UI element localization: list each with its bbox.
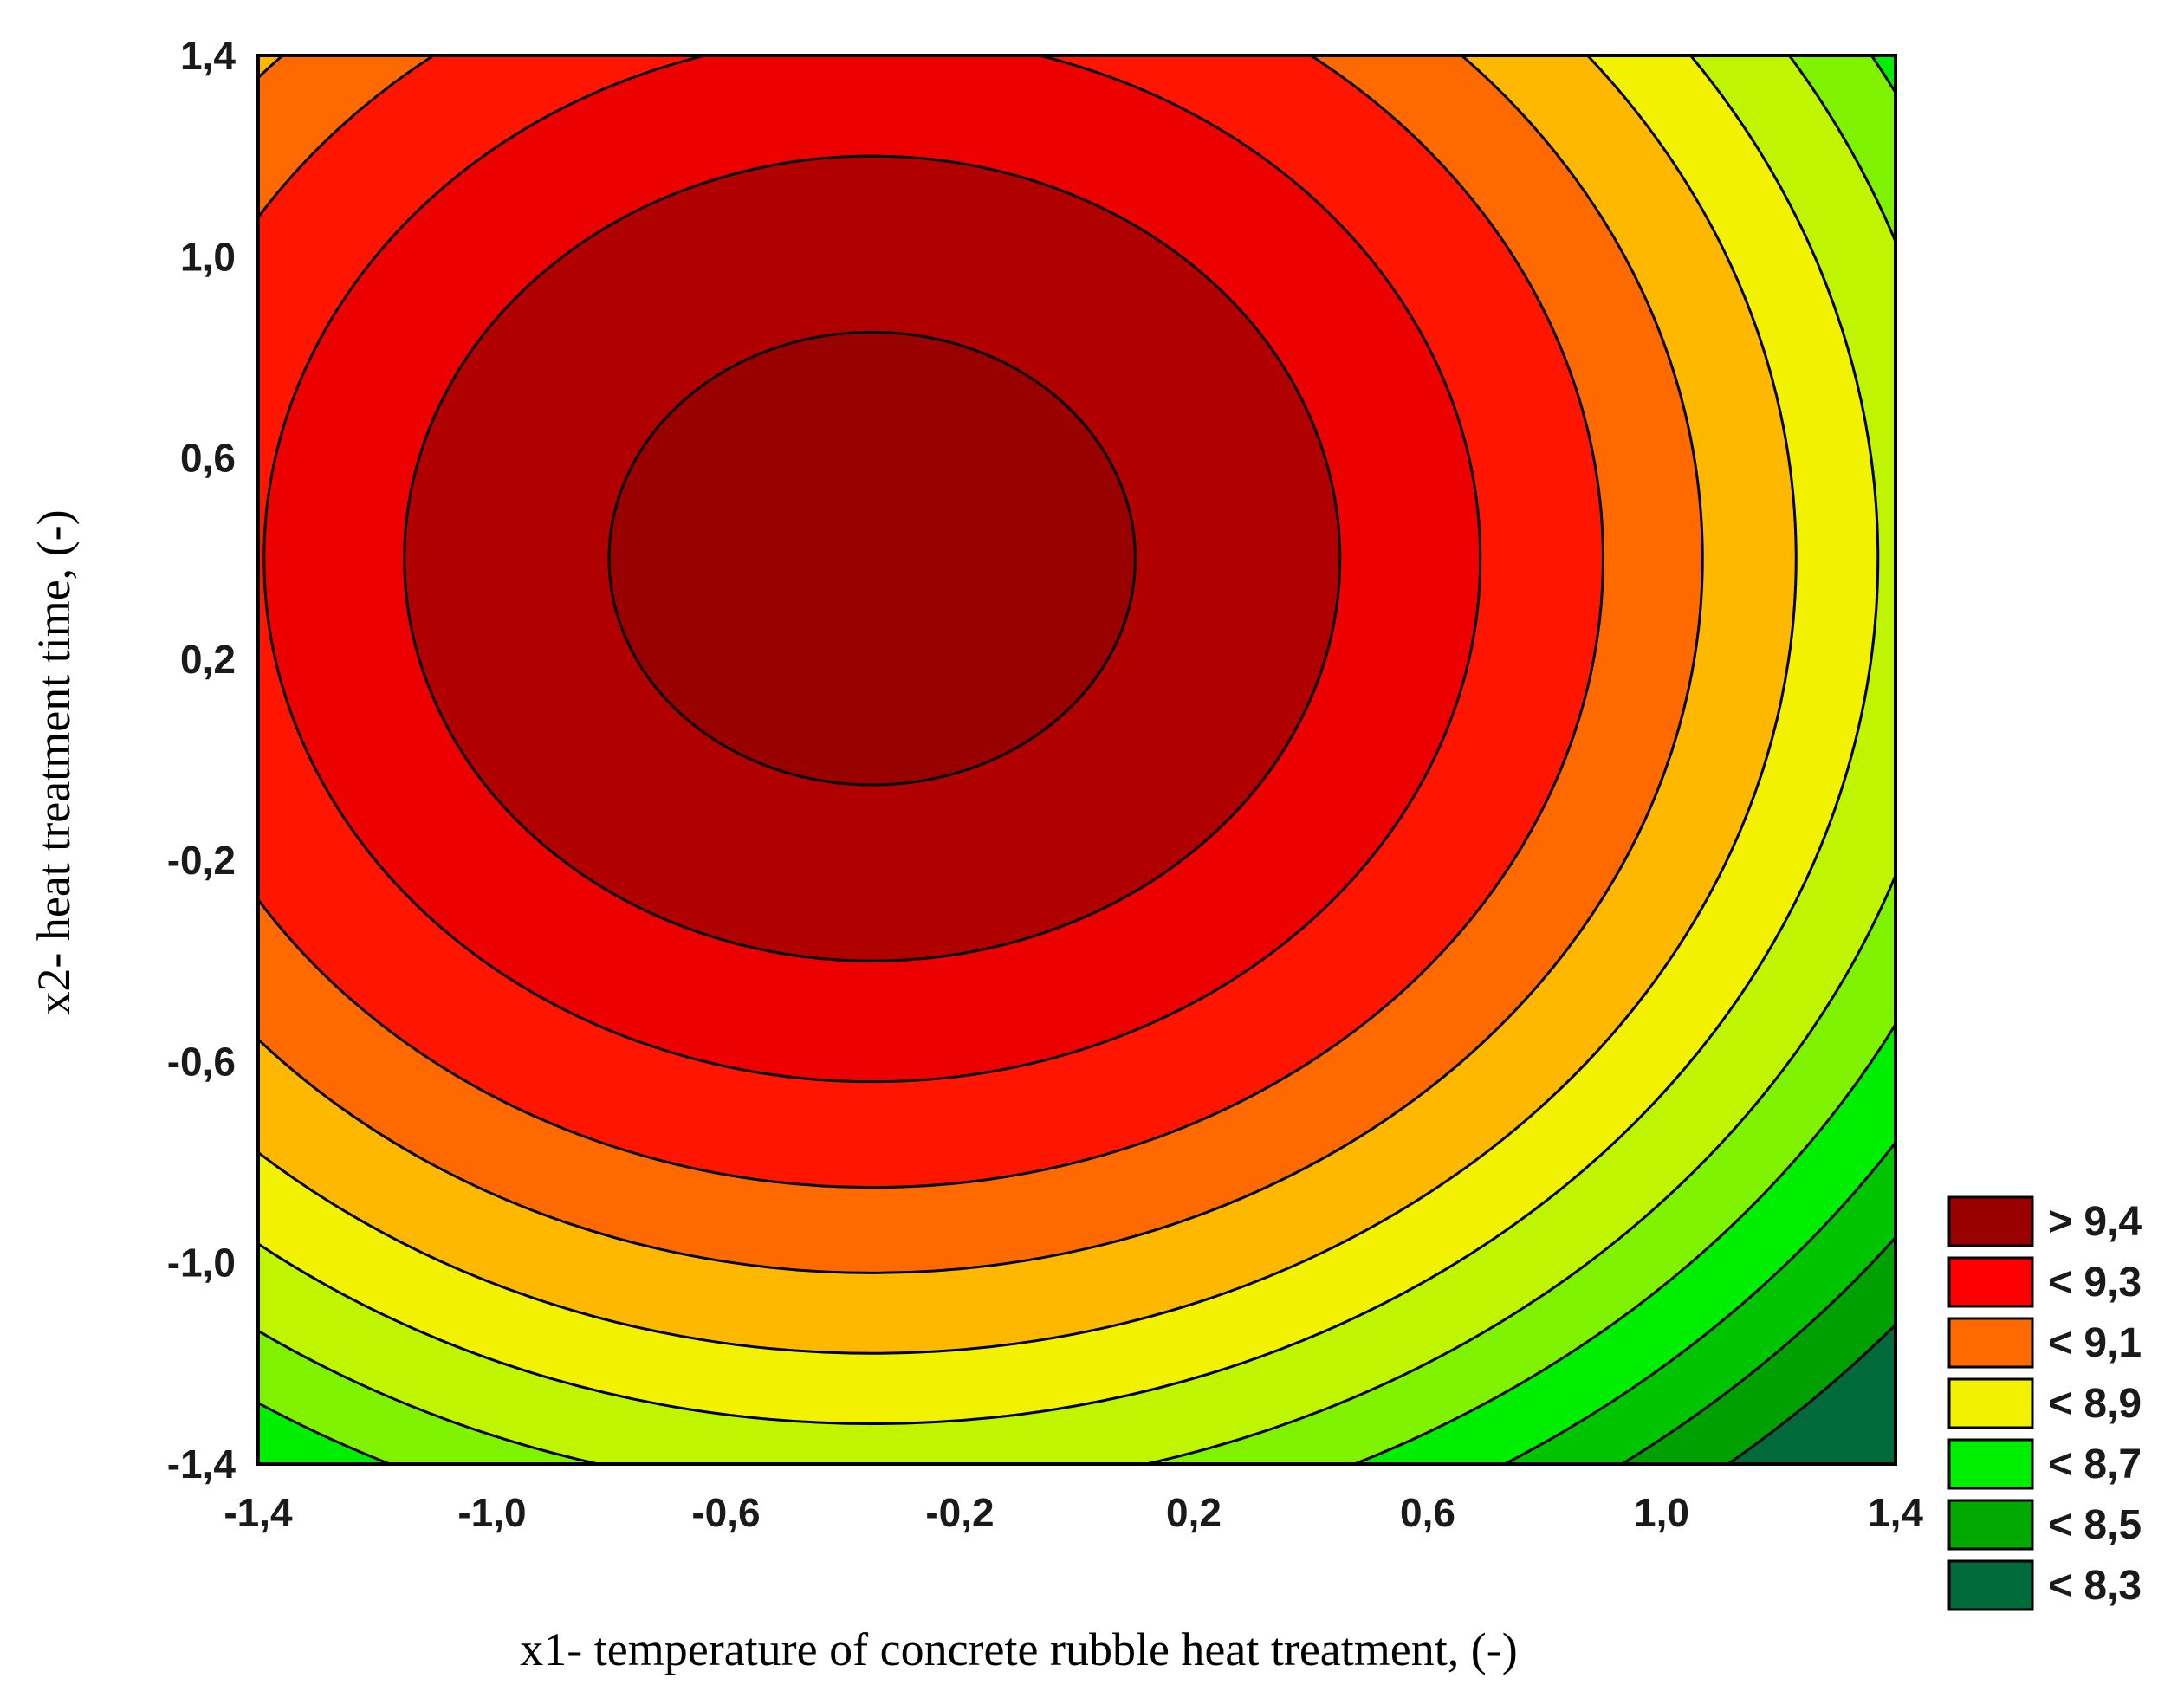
legend-label: < 8,3: [2048, 1563, 2142, 1609]
contour-line: [607, 330, 1137, 787]
legend-swatch: [1947, 1559, 2034, 1611]
y-tick-label: -1,0: [167, 1241, 236, 1286]
x-tick-label: -1,4: [224, 1490, 293, 1535]
contour-line: [258, 55, 1604, 1189]
legend-swatch: [1947, 1438, 2034, 1490]
legend: > 9,4 < 9,3 < 9,1 < 8,9 < 8,7 < 8,5 < 8,3: [1947, 1195, 2142, 1611]
legend-label: < 8,5: [2048, 1502, 2142, 1548]
legend-label: > 9,4: [2048, 1199, 2142, 1245]
y-tick-label: -0,6: [167, 1039, 236, 1084]
legend-swatch: [1947, 1499, 2034, 1551]
x-tick-label: 1,0: [1634, 1490, 1689, 1535]
legend-swatch: [1947, 1377, 2034, 1429]
x-tick-label: 1,4: [1868, 1490, 1923, 1535]
legend-swatch: [1947, 1195, 2034, 1247]
x-tick-label: 0,6: [1400, 1490, 1455, 1535]
legend-label: < 9,3: [2048, 1260, 2142, 1306]
x-tick-label: -0,2: [925, 1490, 994, 1535]
x-axis-ticks: -1,4 -1,0 -0,6 -0,2 0,2 0,6 1,0 1,4: [224, 1490, 1923, 1535]
x-tick-label: -1,0: [457, 1490, 526, 1535]
legend-swatch: [1947, 1256, 2034, 1308]
legend-label: < 8,7: [2048, 1442, 2142, 1487]
y-tick-label: 0,6: [180, 436, 236, 481]
y-tick-label: -1,4: [167, 1442, 237, 1487]
y-tick-label: 1,4: [180, 33, 236, 78]
legend-label: < 9,1: [2048, 1320, 2142, 1366]
x-tick-label: 0,2: [1166, 1490, 1222, 1535]
y-tick-label: 0,2: [180, 637, 236, 682]
contour-band: [609, 332, 1136, 786]
contour-line: [403, 154, 1342, 962]
legend-swatch: [1947, 1317, 2034, 1369]
contour-line: [258, 55, 1798, 1355]
y-tick-label: -0,2: [167, 838, 236, 883]
y-axis-ticks: 1,4 1,0 0,6 0,2 -0,2 -0,6 -1,0 -1,4: [167, 33, 237, 1487]
plot-frame: [256, 54, 1897, 1466]
x-axis-label: x1- temperature of concrete rubble heat …: [520, 1623, 1517, 1675]
y-axis-label: x2- heat treatment time, (-): [28, 509, 80, 1014]
legend-label: < 8,9: [2048, 1381, 2142, 1427]
contour-line: [258, 55, 1879, 1425]
x-tick-label: -0,6: [691, 1490, 760, 1535]
contour-line: [258, 55, 1704, 1274]
y-tick-label: 1,0: [180, 234, 236, 279]
contour-line: [262, 55, 1482, 1083]
